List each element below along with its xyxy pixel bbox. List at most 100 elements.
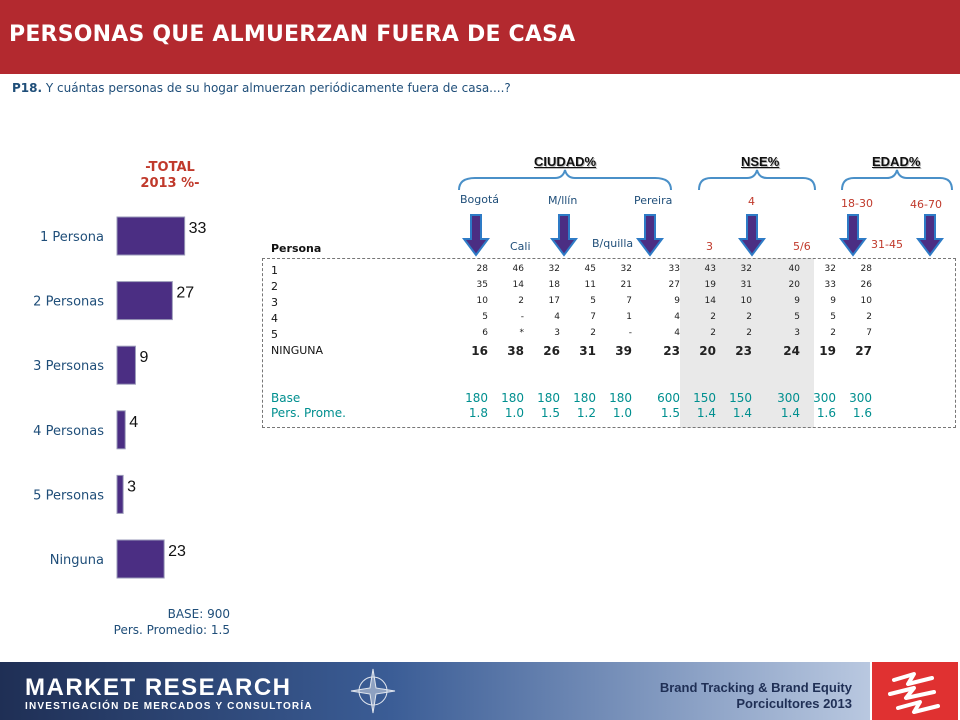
table-cell: 20	[788, 280, 800, 290]
total-heading-line1: -TOTAL	[145, 160, 195, 175]
bar-category-label: 4 Personas	[33, 424, 104, 439]
table-cell: 4	[674, 328, 680, 338]
table-cell: 1.6	[816, 406, 836, 420]
table-row: 2 35 14 18 11 21 27 19 31 20 33 26	[271, 280, 956, 293]
col-label-nse56: 5/6	[793, 240, 811, 253]
table-cell: 2	[746, 328, 752, 338]
table-cell: 27	[855, 344, 872, 358]
table-cell: 180	[501, 391, 524, 405]
table-cell: 1.4	[696, 406, 716, 420]
table-cell: 18	[548, 280, 560, 290]
study-info: Brand Tracking & Brand Equity Porciculto…	[660, 680, 852, 712]
table-row: 3 10 2 17 5 7 9 14 10 9 9 10	[271, 296, 956, 309]
table-cell: 1	[626, 312, 632, 322]
table-row: Pers. Prome. 1.8 1.0 1.5 1.2 1.0 1.5 1.4 1.4 1.4 1…	[271, 406, 956, 420]
table-cell: 39	[615, 344, 632, 358]
table-cell: 1.5	[540, 406, 560, 420]
table-cell: 7	[590, 312, 596, 322]
bar-value-label: 27	[176, 285, 194, 302]
table-cell: 3	[554, 328, 560, 338]
row-label: 1	[271, 264, 278, 277]
total-base-note: BASE: 900 Pers. Promedio: 1.5	[60, 606, 230, 638]
table-cell: 27	[668, 280, 680, 290]
bar	[116, 345, 136, 385]
table-cell: 31	[740, 280, 752, 290]
table-cell: 10	[860, 296, 872, 306]
table-cell: 14	[704, 296, 716, 306]
arrow-bogota-icon	[462, 214, 490, 257]
table-cell: 180	[465, 391, 488, 405]
arrow-medellin-icon	[550, 214, 578, 257]
table-cell: 5	[482, 312, 488, 322]
table-cell: 45	[584, 264, 596, 274]
bar	[116, 281, 173, 321]
table-cell: 1.0	[612, 406, 632, 420]
crosstab-frame	[262, 258, 956, 428]
row-label: 4	[271, 312, 278, 325]
total-heading: -TOTAL 2013 %-	[110, 160, 230, 192]
arrow-nse4-icon	[738, 214, 766, 257]
table-cell: 1.4	[780, 406, 800, 420]
bar-category-label: Ninguna	[50, 553, 104, 568]
total-heading-line2: 2013 %-	[140, 176, 200, 191]
table-cell: 2	[518, 296, 524, 306]
bar-value-label: 4	[129, 414, 138, 431]
table-row: NINGUNA 16 38 26 31 39 23 20 23 24 19 27	[271, 344, 956, 358]
table-cell: 2	[866, 312, 872, 322]
table-cell: -	[628, 328, 632, 338]
table-cell: 150	[693, 391, 716, 405]
table-cell: 28	[476, 264, 488, 274]
col-label-pereira: Pereira	[634, 194, 673, 207]
col-label-46-70: 46-70	[910, 198, 942, 211]
table-cell: 32	[620, 264, 632, 274]
table-cell: 32	[548, 264, 560, 274]
col-label-31-45: 31-45	[871, 238, 903, 251]
total-promedio: Pers. Promedio: 1.5	[113, 623, 230, 637]
table-cell: 300	[849, 391, 872, 405]
table-cell: *	[519, 328, 525, 338]
table-cell: 1.4	[732, 406, 752, 420]
group-edad-label: EDAD%	[872, 154, 921, 169]
col-label-bogota: Bogotá	[460, 193, 500, 206]
table-cell: 5	[794, 312, 800, 322]
table-cell: 26	[860, 280, 872, 290]
study-line1: Brand Tracking & Brand Equity	[659, 680, 852, 695]
bar	[116, 410, 126, 450]
arrow-pereira-icon	[636, 214, 664, 257]
compass-rose-icon	[350, 668, 396, 714]
table-cell: 31	[579, 344, 596, 358]
total-bar-chart: 1 Persona 33 2 Personas 27 3 Personas 9 4 Pers…	[33, 216, 207, 579]
bar	[116, 216, 186, 256]
col-label-medellin: M/llín	[548, 194, 578, 207]
table-cell: 9	[794, 296, 800, 306]
table-cell: 4	[554, 312, 560, 322]
table-cell: 2	[710, 328, 716, 338]
table-cell: 10	[740, 296, 752, 306]
ciudad-brace	[458, 169, 672, 191]
table-header-persona: Persona	[271, 242, 322, 255]
row-label: Base	[271, 391, 301, 405]
table-cell: 7	[866, 328, 872, 338]
table-cell: 40	[788, 264, 800, 274]
table-cell: 35	[476, 280, 488, 290]
table-cell: 23	[735, 344, 752, 358]
table-cell: 600	[657, 391, 680, 405]
table-cell: -	[520, 312, 524, 322]
row-label: 5	[271, 328, 278, 341]
col-label-bquilla: B/quilla	[592, 237, 634, 250]
table-cell: 4	[674, 312, 680, 322]
arrow-18-30-icon	[839, 214, 867, 257]
bar	[116, 539, 165, 579]
bar-category-label: 1 Persona	[40, 230, 104, 245]
table-cell: 28	[860, 264, 872, 274]
brand-subtitle: INVESTIGACIÓN DE MERCADOS Y CONSULTORÍA	[25, 701, 313, 712]
bar-value-label: 9	[139, 349, 148, 366]
table-cell: 2	[746, 312, 752, 322]
bar-category-label: 2 Personas	[33, 295, 104, 310]
bar-category-label: 3 Personas	[33, 359, 104, 374]
question-line: P18. Y cuántas personas de su hogar almu…	[12, 81, 511, 95]
table-cell: 23	[663, 344, 680, 358]
bar	[116, 474, 124, 514]
table-cell: 24	[783, 344, 800, 358]
table-cell: 5	[590, 296, 596, 306]
